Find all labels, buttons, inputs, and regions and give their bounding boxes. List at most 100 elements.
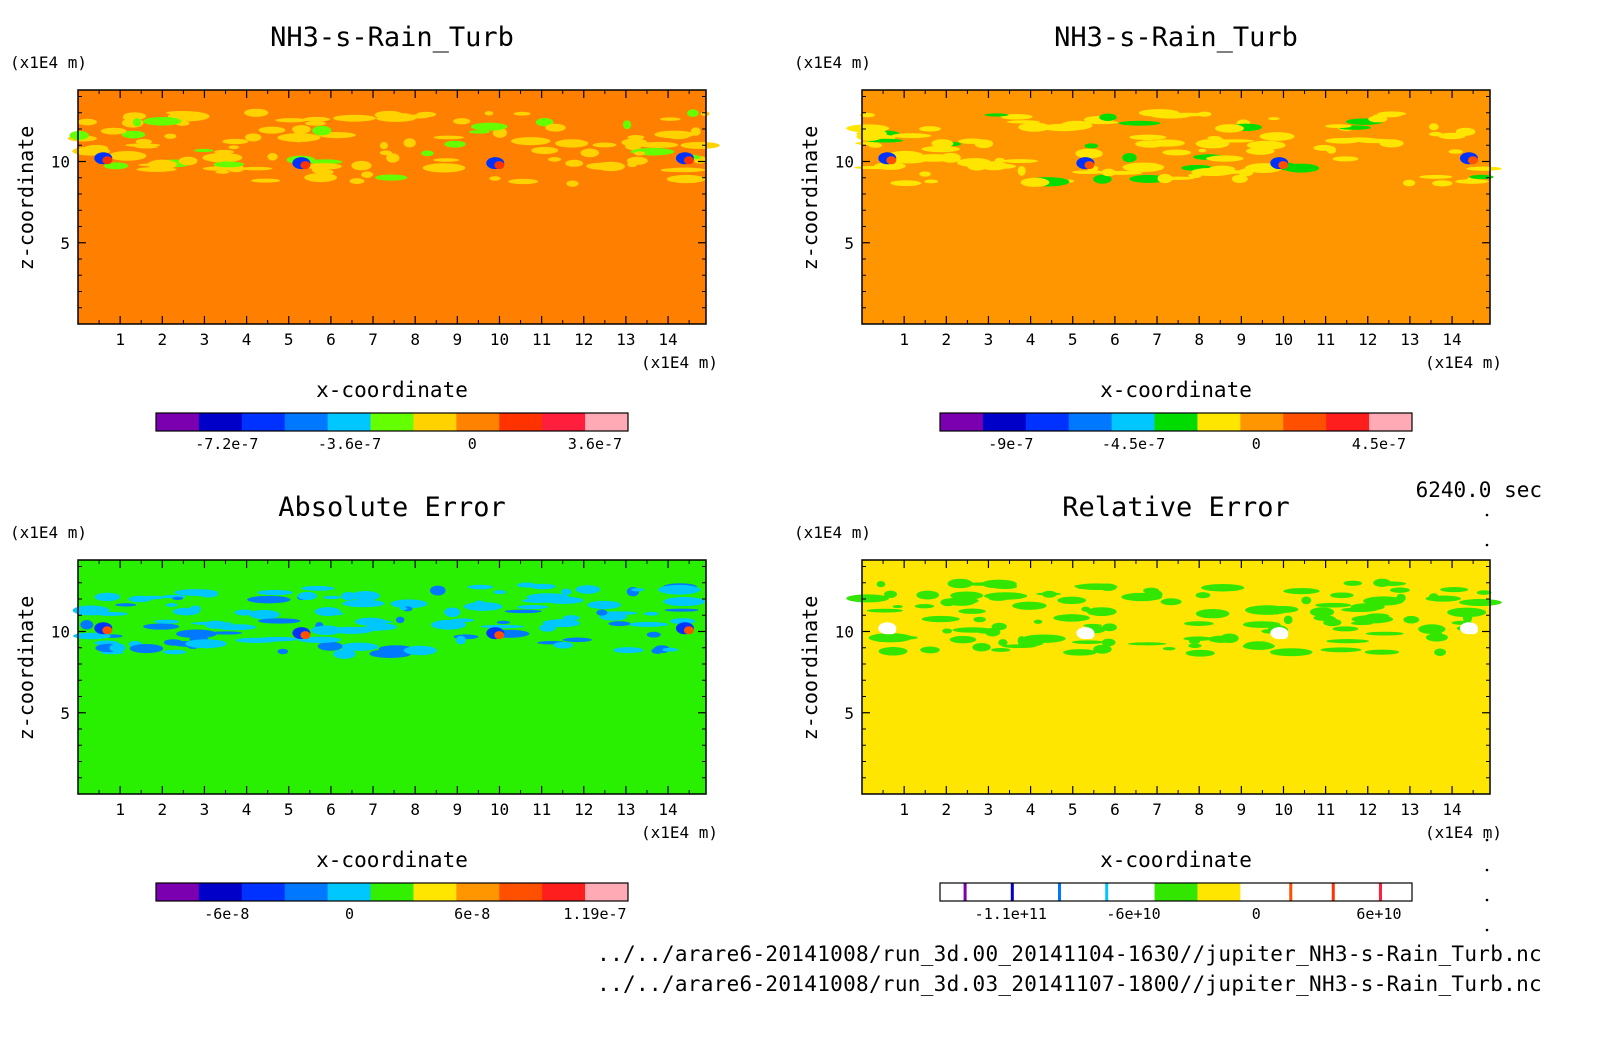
x-tick-label: 2 — [941, 800, 951, 819]
y-tick-label: 5 — [60, 234, 70, 253]
colorbar-swatch — [542, 413, 586, 431]
x-tick-label: 3 — [200, 330, 210, 349]
colorbar-swatch — [1197, 883, 1241, 901]
colorbar-swatch — [198, 883, 243, 901]
x-tick-label: 2 — [157, 330, 167, 349]
x-tick-label: 6 — [326, 330, 336, 349]
footer-path-line-2: ../../arare6-20141008/run_3d.03_20141107… — [597, 972, 1542, 996]
margin-dot-5 — [1485, 898, 1489, 902]
y-tick-label: 5 — [60, 704, 70, 723]
colorbar-swatch — [585, 413, 629, 431]
plot-frame — [77, 89, 707, 325]
x-tick-label: 2 — [157, 800, 167, 819]
x-tick-label: 5 — [1068, 330, 1078, 349]
margin-dot-1 — [1485, 513, 1489, 517]
colorbar-tick-label: 0 — [345, 905, 354, 923]
x-tick-label: 6 — [1110, 800, 1120, 819]
colorbar-swatch — [982, 883, 1027, 901]
colorbar-swatch — [1068, 883, 1113, 901]
colorbar-swatch — [413, 413, 457, 431]
colorbar-level-line — [1331, 883, 1335, 901]
x-tick-label: 11 — [532, 800, 551, 819]
x-axis-label: x-coordinate — [1100, 378, 1252, 402]
x-tick-label: 13 — [616, 800, 635, 819]
colorbar-tick-label: 0 — [1252, 435, 1261, 453]
colorbar-swatch — [456, 413, 500, 431]
x-tick-label: 11 — [1316, 800, 1335, 819]
time-label: 6240.0 sec — [1415, 478, 1542, 502]
x-unit-label: (x1E4 m) — [1425, 353, 1502, 372]
colorbar-swatch — [542, 883, 586, 901]
colorbar-swatch — [241, 413, 286, 431]
x-tick-label: 10 — [490, 800, 509, 819]
x-tick-label: 4 — [242, 330, 252, 349]
colorbar-swatch — [1326, 883, 1370, 901]
heatmap-cloud-band — [846, 109, 1502, 187]
colorbar-swatch — [156, 883, 200, 901]
y-axis-label: z-coordinate — [14, 596, 38, 741]
colorbar-frame — [155, 882, 629, 902]
colorbar-tick-label: -9e-7 — [988, 435, 1033, 453]
colorbar-tick-label: -6e-8 — [204, 905, 249, 923]
colorbar-swatch — [1154, 413, 1198, 431]
y-axis-label: z-coordinate — [798, 596, 822, 741]
x-tick-label: 11 — [532, 330, 551, 349]
x-tick-label: 12 — [1358, 330, 1377, 349]
panel-title: Relative Error — [1062, 492, 1290, 523]
colorbar-swatch — [413, 883, 457, 901]
x-tick-label: 7 — [1152, 800, 1162, 819]
colorbar-tick-label: 3.6e-7 — [568, 435, 622, 453]
colorbar-swatch — [1025, 413, 1070, 431]
x-unit-label: (x1E4 m) — [1425, 823, 1502, 842]
x-tick-label: 9 — [1237, 800, 1247, 819]
x-tick-label: 12 — [574, 800, 593, 819]
colorbar-level-line — [1010, 883, 1014, 901]
margin-dot-3 — [1485, 838, 1489, 842]
panel-4 — [846, 559, 1502, 902]
x-tick-label: 14 — [658, 800, 677, 819]
x-tick-label: 13 — [1400, 330, 1419, 349]
y-unit-label: (x1E4 m) — [794, 53, 871, 72]
x-tick-label: 9 — [453, 800, 463, 819]
colorbar-tick-label: 6e+10 — [1356, 905, 1401, 923]
colorbar-swatch — [241, 883, 286, 901]
x-tick-label: 5 — [284, 800, 294, 819]
colorbar-swatch — [499, 413, 543, 431]
x-tick-label: 13 — [616, 330, 635, 349]
y-axis-label: z-coordinate — [798, 126, 822, 271]
x-axis-label: x-coordinate — [316, 848, 468, 872]
footer-path-line-1: ../../arare6-20141008/run_3d.00_20141104… — [597, 942, 1542, 966]
y-unit-label: (x1E4 m) — [794, 523, 871, 542]
colorbar-swatch — [499, 883, 543, 901]
x-tick-label: 10 — [1274, 330, 1293, 349]
colorbar-tick-label: -6e+10 — [1106, 905, 1160, 923]
colorbar-tick-label: -4.5e-7 — [1102, 435, 1165, 453]
plot-frame — [861, 559, 1491, 795]
y-tick-label: 5 — [844, 234, 854, 253]
x-tick-label: 7 — [368, 800, 378, 819]
heatmap-cloud-band — [72, 582, 706, 659]
colorbar-swatch — [585, 883, 629, 901]
y-axis-label: z-coordinate — [14, 126, 38, 271]
colorbar-swatch — [1197, 413, 1241, 431]
colorbar-tick-label: 0 — [1252, 905, 1261, 923]
panel-2 — [846, 89, 1502, 432]
colorbar-swatch — [370, 883, 414, 901]
heatmap-field — [862, 90, 1490, 324]
colorbar-level-line — [1289, 883, 1293, 901]
heatmap-cloud-band — [846, 578, 1502, 657]
colorbar-swatch — [1111, 413, 1156, 431]
colorbar-tick-label: -7.2e-7 — [195, 435, 258, 453]
heatmap-field — [78, 90, 706, 324]
colorbar-frame — [155, 412, 629, 432]
colorbar-swatch — [1240, 883, 1284, 901]
colorbar-swatch — [940, 413, 984, 431]
x-tick-label: 14 — [658, 330, 677, 349]
panel-title: NH3-s-Rain_Turb — [270, 22, 514, 53]
colorbar-swatch — [1068, 413, 1113, 431]
colorbar-frame — [939, 412, 1413, 432]
colorbar-tick-label: 6e-8 — [454, 905, 490, 923]
colorbar-swatch — [1240, 413, 1284, 431]
colorbar-swatch — [284, 413, 329, 431]
